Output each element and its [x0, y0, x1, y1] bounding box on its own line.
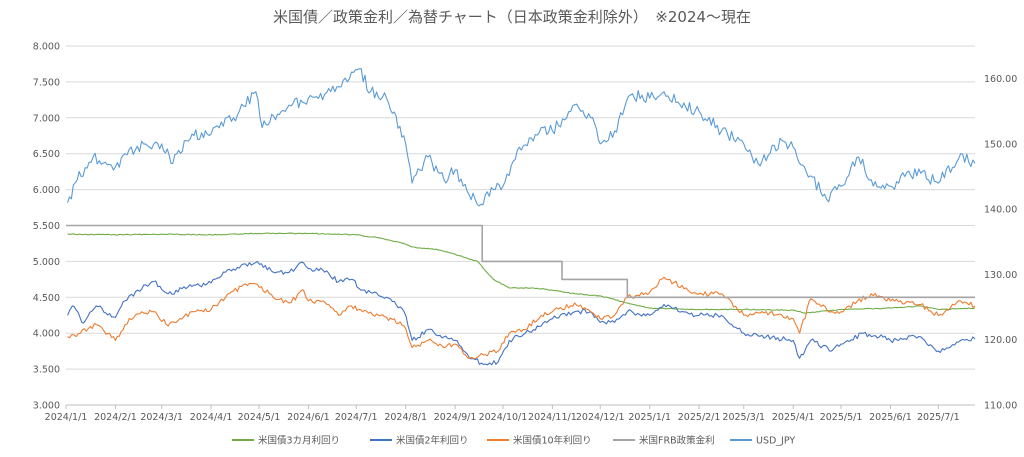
x-tick-label: 2025/7/1 [917, 412, 960, 423]
x-tick-label: 2024/1/1 [45, 412, 88, 423]
series-line-0 [67, 232, 976, 314]
x-tick-label: 2025/2/1 [678, 412, 721, 423]
x-tick-label: 2024/2/1 [94, 412, 137, 423]
legend-label: 米国債3カ月利回り [258, 435, 340, 447]
chart-title: 米国債／政策金利／為替チャート（日本政策金利除外） ※2024～現在 [272, 8, 752, 26]
y-right-tick-label: 110.00 [984, 401, 1017, 412]
x-tick-label: 2024/7/1 [335, 412, 378, 423]
y-left-tick-label: 3.500 [33, 365, 60, 376]
y-left-tick-label: 8.000 [33, 42, 60, 53]
y-left-tick-label: 6.000 [33, 185, 60, 196]
y-right-tick-label: 150.00 [984, 139, 1017, 150]
y-left-tick-label: 7.000 [33, 113, 60, 124]
x-tick-label: 2024/11/1 [528, 412, 577, 423]
x-tick-label: 2025/3/1 [722, 412, 765, 423]
legend-label: 米国債10年利回り [513, 435, 592, 447]
series-line-3 [66, 224, 975, 299]
y-right-tick-label: 160.00 [984, 74, 1017, 85]
series-line-1 [67, 260, 976, 366]
x-tick-label: 2024/6/1 [287, 412, 330, 423]
y-left-tick-label: 7.500 [33, 77, 60, 88]
y-left-tick-label: 4.000 [33, 329, 60, 340]
y-right-tick-label: 120.00 [984, 335, 1017, 346]
legend-label: USD_JPY [756, 436, 795, 447]
y-right-tick-label: 130.00 [984, 270, 1017, 281]
x-tick-label: 2024/8/1 [384, 412, 427, 423]
x-tick-label: 2025/4/1 [772, 412, 815, 423]
y-left-tick-label: 5.500 [33, 221, 60, 232]
x-tick-label: 2025/6/1 [869, 412, 912, 423]
legend-label: 米国債2年利回り [396, 435, 469, 447]
series-line-4 [67, 68, 976, 207]
x-tick-label: 2025/1/1 [628, 412, 671, 423]
y-left-tick-label: 5.000 [33, 257, 60, 268]
y-left-tick-label: 3.000 [33, 401, 60, 412]
series-line-2 [67, 276, 976, 360]
x-tick-label: 2024/10/1 [479, 412, 528, 423]
x-tick-label: 2024/9/1 [434, 412, 477, 423]
y-right-tick-label: 140.00 [984, 205, 1017, 216]
x-tick-label: 2024/4/1 [190, 412, 233, 423]
x-tick-label: 2024/5/1 [238, 412, 281, 423]
y-left-tick-label: 6.500 [33, 149, 60, 160]
x-tick-label: 2025/5/1 [820, 412, 863, 423]
x-tick-label: 2024/12/1 [576, 412, 625, 423]
y-left-tick-label: 4.500 [33, 293, 60, 304]
legend-label: 米国FRB政策金利 [639, 435, 715, 447]
x-tick-label: 2024/3/1 [140, 412, 183, 423]
